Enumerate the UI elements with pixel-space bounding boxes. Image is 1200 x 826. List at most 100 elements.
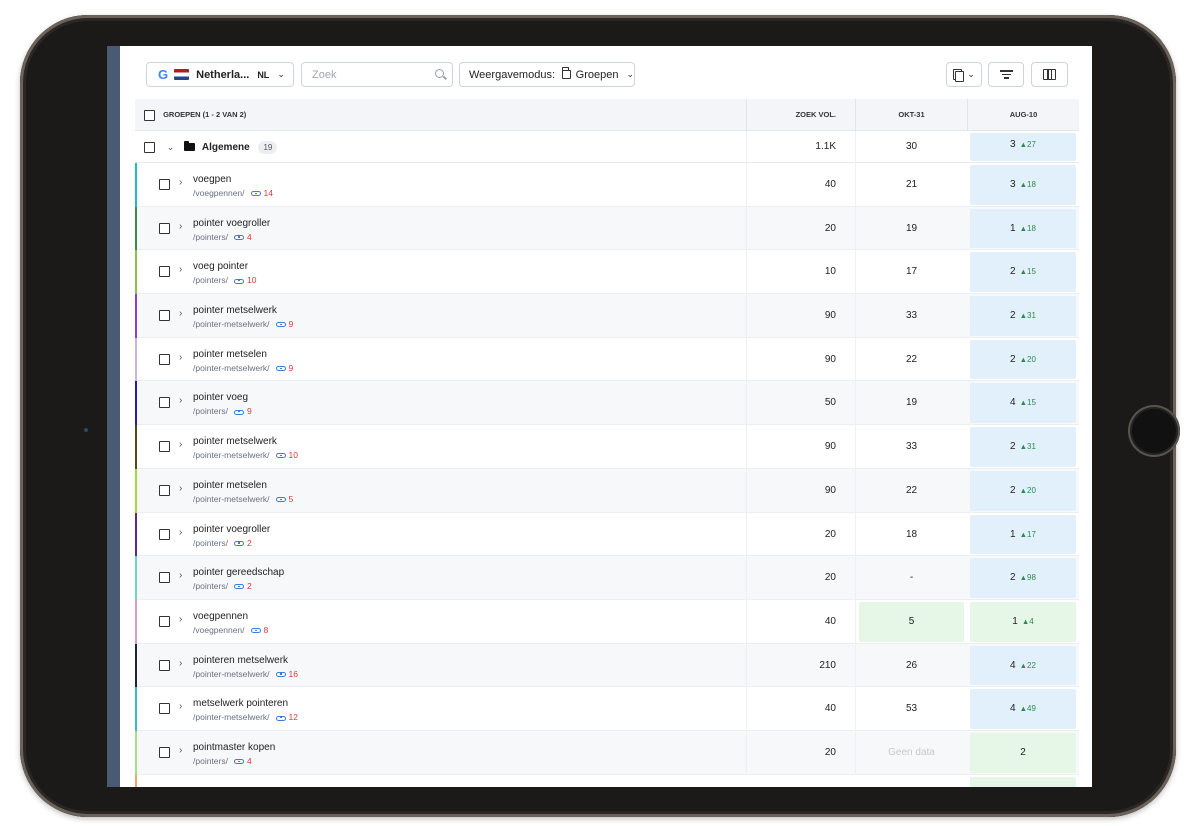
table-row[interactable]: › pointer metselwerk/pointer-metselwerk/9… [135, 294, 1079, 338]
keyword-text[interactable]: pointer metselen [193, 348, 267, 360]
row-checkbox[interactable] [159, 179, 170, 190]
table-row[interactable]: › pointmaster kopen/pointers/4 20 Geen data… [135, 730, 1079, 775]
chevron-right-icon[interactable]: › [179, 220, 183, 232]
link-count[interactable]: 14 [263, 188, 273, 198]
keyword-url[interactable]: /pointers/ [193, 275, 228, 286]
keyword-text[interactable]: voegpennen [193, 610, 249, 622]
table-row[interactable]: › pointer voegroller/pointers/4 20 19 1 ▲18 [135, 206, 1079, 251]
row-checkbox[interactable] [159, 222, 170, 234]
table-row[interactable]: › voeg pointer/pointers/10 10 17 2 ▲15 [135, 250, 1079, 295]
keyword-text[interactable]: pointer metselwerk [193, 305, 277, 317]
keyword-text[interactable]: pointer voeg [193, 392, 249, 404]
row-checkbox[interactable] [159, 397, 170, 409]
filter-button[interactable] [988, 62, 1024, 87]
keyword-text[interactable]: pointer metselwerk [193, 436, 277, 448]
row-checkbox[interactable] [159, 441, 170, 453]
columns-button[interactable] [1031, 62, 1068, 87]
row-checkbox[interactable] [159, 746, 170, 758]
keyword-text[interactable]: pointer gereedschap [193, 567, 285, 579]
keyword-url[interactable]: /pointers/ [193, 231, 228, 242]
copy-button[interactable]: ⌄ [946, 62, 982, 87]
table-row[interactable]: › voegpen/voegpennen/14 40 21 3 ▲18 [135, 163, 1079, 207]
header-aug[interactable]: AUG-10 [967, 99, 1079, 131]
chevron-right-icon[interactable]: › [179, 395, 183, 407]
table-row[interactable]: › pointer metselen/pointer-metselwerk/5 90… [135, 468, 1079, 513]
home-button[interactable] [1128, 405, 1180, 457]
group-checkbox[interactable] [144, 141, 155, 153]
keyword-text[interactable]: pointer voegroller [193, 217, 271, 229]
keyword-url[interactable]: /pointer-metselwerk/ [193, 493, 270, 504]
chevron-right-icon[interactable]: › [179, 482, 183, 494]
chevron-right-icon[interactable]: › [179, 657, 183, 669]
keyword-text[interactable]: voegpen [193, 174, 232, 185]
keyword-url[interactable]: /voegpennen/ [193, 624, 245, 635]
search-icon[interactable] [435, 69, 444, 78]
link-count[interactable]: 2 [246, 537, 252, 548]
table-row[interactable]: › pointeren metselwerk/pointer-metselwerk… [135, 643, 1079, 688]
keyword-text[interactable]: pointmaster kopen [193, 741, 276, 753]
keyword-url[interactable]: /pointers/ [193, 581, 228, 592]
link-count[interactable]: 4 [246, 755, 252, 766]
row-checkbox[interactable] [159, 615, 170, 627]
row-checkbox[interactable] [159, 484, 170, 496]
link-count[interactable]: 10 [288, 450, 298, 461]
chevron-right-icon[interactable]: › [179, 526, 183, 538]
chevron-right-icon[interactable]: › [179, 701, 183, 713]
row-checkbox[interactable] [159, 310, 170, 322]
keyword-url[interactable]: /pointer-metselwerk/ [193, 319, 270, 330]
link-count[interactable]: 10 [246, 275, 257, 286]
keyword-text[interactable]: metselwerk pointeren [193, 698, 289, 710]
table-row[interactable]: › pointer metselwerk/pointer-metselwerk/1… [135, 425, 1079, 469]
keyword-text[interactable]: voeg pointer [193, 261, 249, 273]
chevron-down-icon[interactable]: ⌄ [166, 142, 175, 152]
viewmode-dropdown[interactable]: Weergavemodus: Groepen ⌄ [459, 62, 635, 87]
keyword-url[interactable]: /pointers/ [193, 406, 228, 417]
keyword-url[interactable]: /pointers/ [193, 755, 228, 766]
row-checkbox[interactable] [159, 703, 170, 715]
row-checkbox[interactable] [159, 659, 170, 671]
keyword-url[interactable]: /pointers/ [193, 537, 228, 548]
header-okt[interactable]: OKT-31 [855, 99, 967, 131]
link-count[interactable]: 2 [246, 581, 252, 592]
table-row[interactable]: › voegpennen/voegpennen/8 40 5 1 ▲4 [135, 599, 1079, 644]
keyword-text[interactable]: pointer metselen [193, 479, 267, 491]
search-input[interactable] [312, 68, 430, 81]
keyword-url[interactable]: /pointer-metselwerk/ [193, 450, 270, 461]
table-row[interactable]: › pointer voegroller/pointers/2 20 18 1 ▲17 [135, 512, 1079, 557]
link-count[interactable]: 9 [246, 406, 252, 417]
link-count[interactable]: 9 [288, 319, 294, 330]
keyword-url[interactable]: /voegpennen/ [193, 188, 245, 198]
chevron-right-icon[interactable]: › [179, 570, 183, 582]
chevron-right-icon[interactable]: › [179, 439, 183, 451]
link-count[interactable]: 16 [288, 668, 298, 679]
row-color-bar [135, 599, 137, 644]
chevron-right-icon[interactable]: › [179, 308, 183, 320]
country-selector[interactable]: G Netherla... NL ⌄ [146, 62, 294, 87]
keyword-text[interactable]: pointeren metselwerk [193, 654, 289, 666]
group-row[interactable]: ⌄ Algemene 19 1.1K 30 3 ▲27 [135, 131, 1079, 163]
keyword-text[interactable]: pointer voegroller [193, 523, 271, 535]
link-count[interactable]: 5 [288, 493, 294, 504]
table-row[interactable]: › pointer metselen/pointer-metselwerk/9 90… [135, 337, 1079, 382]
row-checkbox[interactable] [159, 353, 170, 365]
row-checkbox[interactable] [159, 572, 170, 584]
keyword-url[interactable]: /pointer-metselwerk/ [193, 362, 270, 373]
select-all-checkbox[interactable] [144, 109, 155, 121]
chevron-right-icon[interactable]: › [179, 744, 183, 756]
table-row[interactable]: › metselwerk pointeren/pointer-metselwerk… [135, 687, 1079, 731]
link-count[interactable]: 4 [246, 231, 252, 242]
chevron-right-icon[interactable]: › [179, 351, 183, 363]
keyword-url[interactable]: /pointer-metselwerk/ [193, 712, 270, 723]
link-count[interactable]: 8 [263, 624, 269, 635]
row-checkbox[interactable] [159, 528, 170, 540]
chevron-right-icon[interactable]: › [179, 264, 183, 276]
chevron-right-icon[interactable]: › [179, 613, 183, 625]
chevron-right-icon[interactable]: › [179, 177, 183, 188]
table-row[interactable]: › pointer gereedschap/pointers/2 20-2 ▲98 [135, 556, 1079, 600]
table-row[interactable]: › pointer voeg/pointers/9 50 19 4 ▲15 [135, 381, 1079, 426]
row-checkbox[interactable] [159, 266, 170, 278]
keyword-url[interactable]: /pointer-metselwerk/ [193, 668, 270, 679]
link-count[interactable]: 9 [288, 362, 294, 373]
link-count[interactable]: 12 [288, 712, 298, 723]
header-volume[interactable]: ZOEK VOL. [746, 99, 855, 131]
